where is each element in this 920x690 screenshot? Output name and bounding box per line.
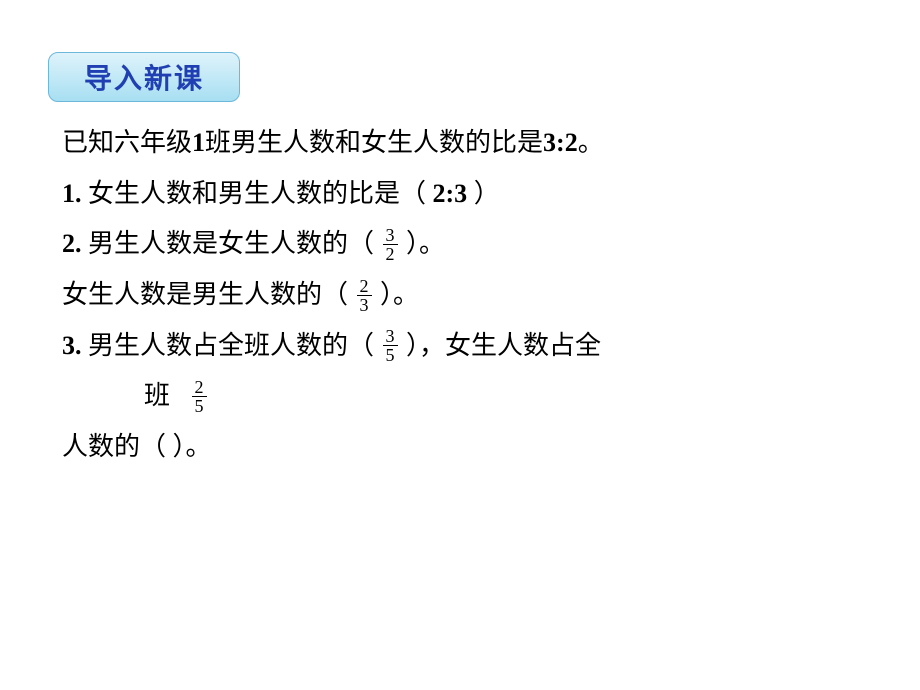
q3-mid: ），女生人数占全	[400, 331, 602, 360]
q2b-fraction: 23	[357, 277, 372, 314]
q2-frac-den: 2	[383, 244, 398, 263]
q1-num: 1.	[62, 179, 82, 208]
intro-pre: 已知六年级	[62, 128, 192, 157]
q2-line: 2. 男生人数是女生人数的（ 32 ）。	[62, 219, 880, 270]
q3-fraction1: 35	[383, 327, 398, 364]
q2-fraction: 32	[383, 226, 398, 263]
q1-pre: 女生人数和男生人数的比是（	[82, 179, 433, 208]
q3-line3: 人数的（ ）。	[62, 422, 880, 473]
q3-frac2-den: 5	[192, 396, 207, 415]
q2b-frac-den: 3	[357, 295, 372, 314]
intro-class-num: 1	[192, 128, 205, 157]
q2b-frac-num: 2	[357, 277, 372, 295]
q2-num: 2.	[62, 229, 82, 258]
q3-line2-pre: 班	[144, 381, 170, 410]
q1-post: ）	[467, 179, 500, 208]
q3-pre: 男生人数占全班人数的（	[82, 331, 381, 360]
content-body: 已知六年级1班男生人数和女生人数的比是3:2。 1. 女生人数和男生人数的比是（…	[62, 118, 880, 473]
q3-frac2-num: 2	[192, 378, 207, 396]
q1-line: 1. 女生人数和男生人数的比是（ 2:3 ）	[62, 169, 880, 220]
intro-mid: 班男生人数和女生人数的比是	[205, 128, 543, 157]
section-header: 导入新课	[48, 52, 240, 102]
q2-frac-num: 3	[383, 226, 398, 244]
q2-post: ）。	[400, 229, 446, 258]
q2b-pre: 女生人数是男生人数的（	[62, 280, 355, 309]
q2b-line: 女生人数是男生人数的（ 23 ）。	[62, 270, 880, 321]
intro-line: 已知六年级1班男生人数和女生人数的比是3:2。	[62, 118, 880, 169]
q3-frac-num: 3	[383, 327, 398, 345]
intro-ratio: 3:2	[543, 128, 578, 157]
q3-frac-den: 5	[383, 345, 398, 364]
q1-answer: 2:3	[433, 179, 468, 208]
q3-line2: 班 25	[144, 371, 880, 422]
q3-num: 3.	[62, 331, 82, 360]
section-header-label: 导入新课	[84, 57, 204, 97]
q3-fraction2: 25	[192, 378, 207, 415]
slide: 导入新课 已知六年级1班男生人数和女生人数的比是3:2。 1. 女生人数和男生人…	[0, 0, 920, 690]
q3-line3-text: 人数的（ ）。	[62, 432, 212, 461]
intro-post: 。	[578, 128, 604, 157]
q3-line1: 3. 男生人数占全班人数的（ 35 ），女生人数占全	[62, 321, 880, 372]
q2b-post: ）。	[374, 280, 420, 309]
q2-pre: 男生人数是女生人数的（	[82, 229, 381, 258]
